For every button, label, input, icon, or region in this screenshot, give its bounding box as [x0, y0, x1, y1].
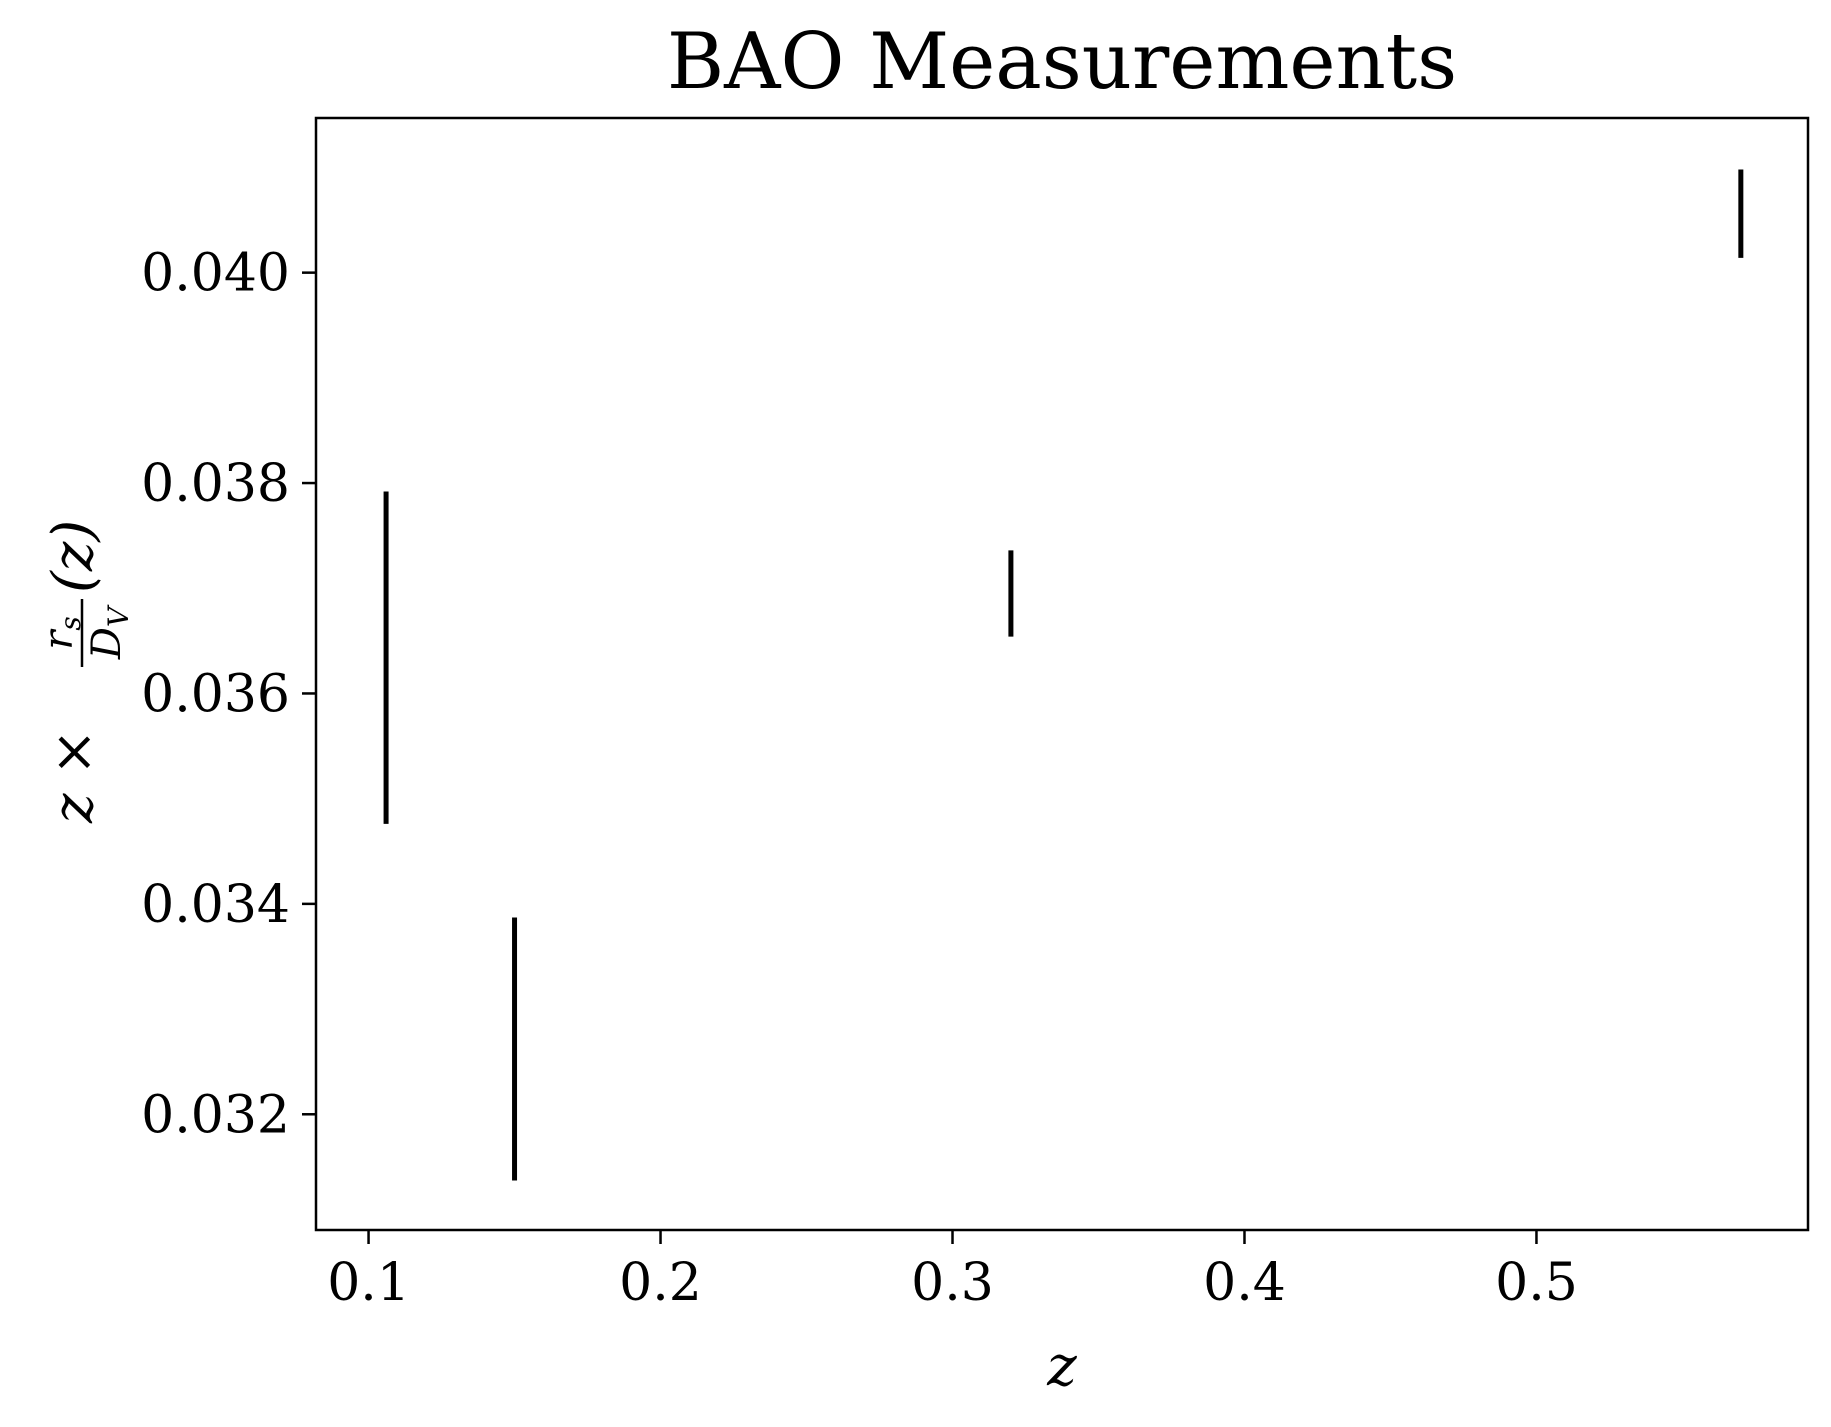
y-axis-label-numerator-sub: s — [54, 616, 87, 630]
x-tick-label: 0.4 — [1203, 1253, 1286, 1313]
y-axis-label: z × rs DV (z) — [36, 520, 135, 824]
axes-frame — [314, 116, 1810, 1232]
y-axis-label-suffix: (z) — [41, 520, 106, 593]
plot-area — [383, 169, 1744, 1181]
y-tick-label: 0.034 — [141, 875, 290, 935]
x-axis-label: z — [1046, 1334, 1077, 1399]
x-axis: 0.1 0.2 0.3 0.4 0.5 — [327, 1230, 1578, 1313]
chart-title: BAO Measurements — [667, 17, 1457, 107]
x-tick-label: 0.2 — [619, 1253, 702, 1313]
y-axis-label-denominator: DV — [84, 604, 135, 660]
y-tick-label: 0.032 — [141, 1085, 290, 1145]
y-axis-label-numerator: rs — [36, 616, 87, 650]
y-tick-label: 0.040 — [141, 244, 290, 304]
y-axis-label-denominator-sub: V — [102, 604, 135, 627]
x-tick-label: 0.5 — [1495, 1253, 1578, 1313]
y-axis: 0.032 0.034 0.036 0.038 0.040 — [141, 244, 316, 1145]
y-tick-label: 0.036 — [141, 664, 290, 724]
y-axis-label-denominator-main: D — [84, 627, 130, 660]
x-tick-label: 0.1 — [327, 1253, 410, 1313]
x-tick-label: 0.3 — [911, 1253, 994, 1313]
y-tick-label: 0.038 — [141, 454, 290, 514]
y-axis-label-prefix: z × — [41, 729, 106, 824]
y-axis-label-numerator-main: r — [36, 628, 82, 650]
